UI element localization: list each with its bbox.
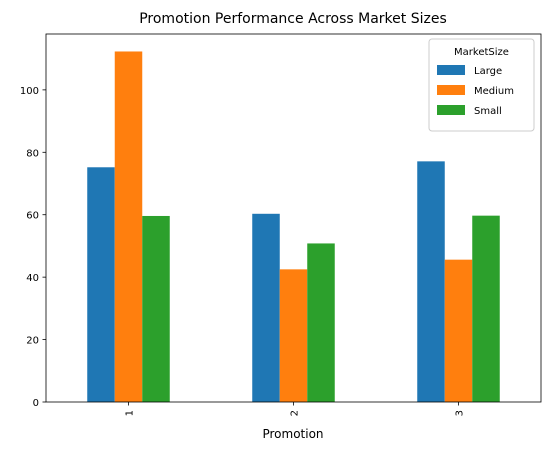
legend-swatch-small xyxy=(437,105,465,115)
legend-label-large: Large xyxy=(474,66,502,77)
axes-layer: 0 20 40 60 80 100 1 2 3 xyxy=(20,33,542,416)
bar-medium-promotion-2 xyxy=(279,269,308,402)
chart-title: Promotion Performance Across Market Size… xyxy=(139,11,447,27)
bar-medium-promotion-3 xyxy=(444,259,473,402)
x-axis-label: Promotion xyxy=(262,427,323,441)
bar-small-promotion-1 xyxy=(142,215,170,402)
x-tick-label: 3 xyxy=(455,410,466,416)
bar-large-promotion-3 xyxy=(417,161,445,402)
legend-title: MarketSize xyxy=(454,47,509,58)
y-tick-label: 40 xyxy=(26,273,39,284)
bar-small-promotion-2 xyxy=(307,243,335,402)
y-tick-label: 20 xyxy=(26,336,39,347)
legend-swatch-medium xyxy=(437,85,465,95)
bar-medium-promotion-1 xyxy=(114,51,143,402)
bar-small-promotion-3 xyxy=(472,215,500,402)
y-tick-label: 60 xyxy=(26,211,39,222)
y-tick-label: 100 xyxy=(20,86,39,97)
legend: MarketSize Large Medium Small xyxy=(428,38,535,132)
legend-label-small: Small xyxy=(474,106,502,117)
x-tick-label: 1 xyxy=(125,410,136,416)
y-tick-label: 0 xyxy=(33,398,39,409)
bar-large-promotion-2 xyxy=(252,213,280,402)
bars-layer xyxy=(87,51,500,402)
x-tick-label: 2 xyxy=(290,410,301,416)
bar-large-promotion-1 xyxy=(87,167,115,402)
legend-swatch-large xyxy=(437,65,465,75)
legend-label-medium: Medium xyxy=(474,86,514,97)
y-tick-label: 80 xyxy=(26,148,39,159)
